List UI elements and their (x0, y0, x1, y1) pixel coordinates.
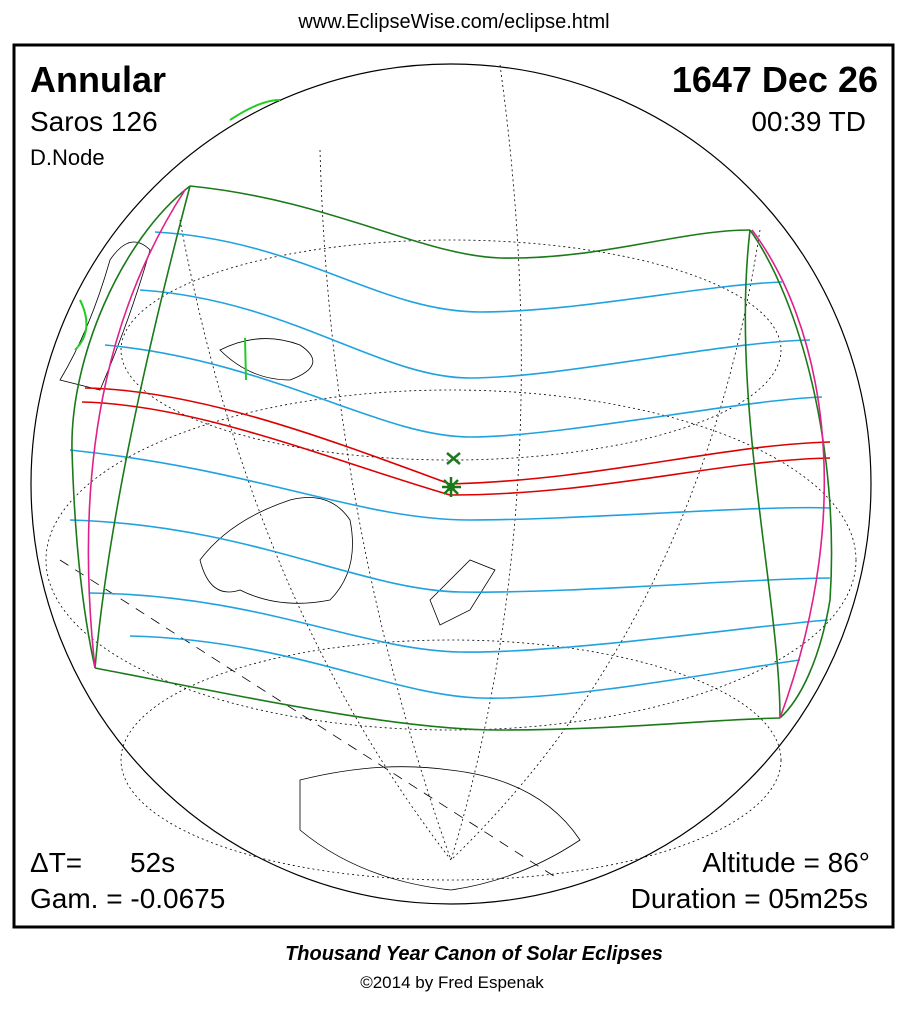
globe (30, 63, 872, 905)
eclipse-type: Annular (30, 59, 166, 100)
altitude: Altitude = 86° (702, 847, 870, 878)
info-text: Annular Saros 126 D.Node 1647 Dec 26 00:… (30, 59, 878, 914)
node: D.Node (30, 145, 105, 170)
gamma: Gam. = -0.0675 (30, 883, 225, 914)
date: 1647 Dec 26 (672, 59, 878, 100)
duration: Duration = 05m25s (631, 883, 868, 914)
saros: Saros 126 (30, 106, 158, 137)
footer-title: Thousand Year Canon of Solar Eclipses (285, 943, 663, 965)
delta-t: 52s (130, 847, 175, 878)
source-url: www.EclipseWise.com/eclipse.html (297, 11, 609, 33)
footer-credit: ©2014 by Fred Espenak (360, 973, 544, 992)
time: 00:39 TD (751, 106, 866, 137)
delta-t-label: ΔT= (30, 847, 82, 878)
